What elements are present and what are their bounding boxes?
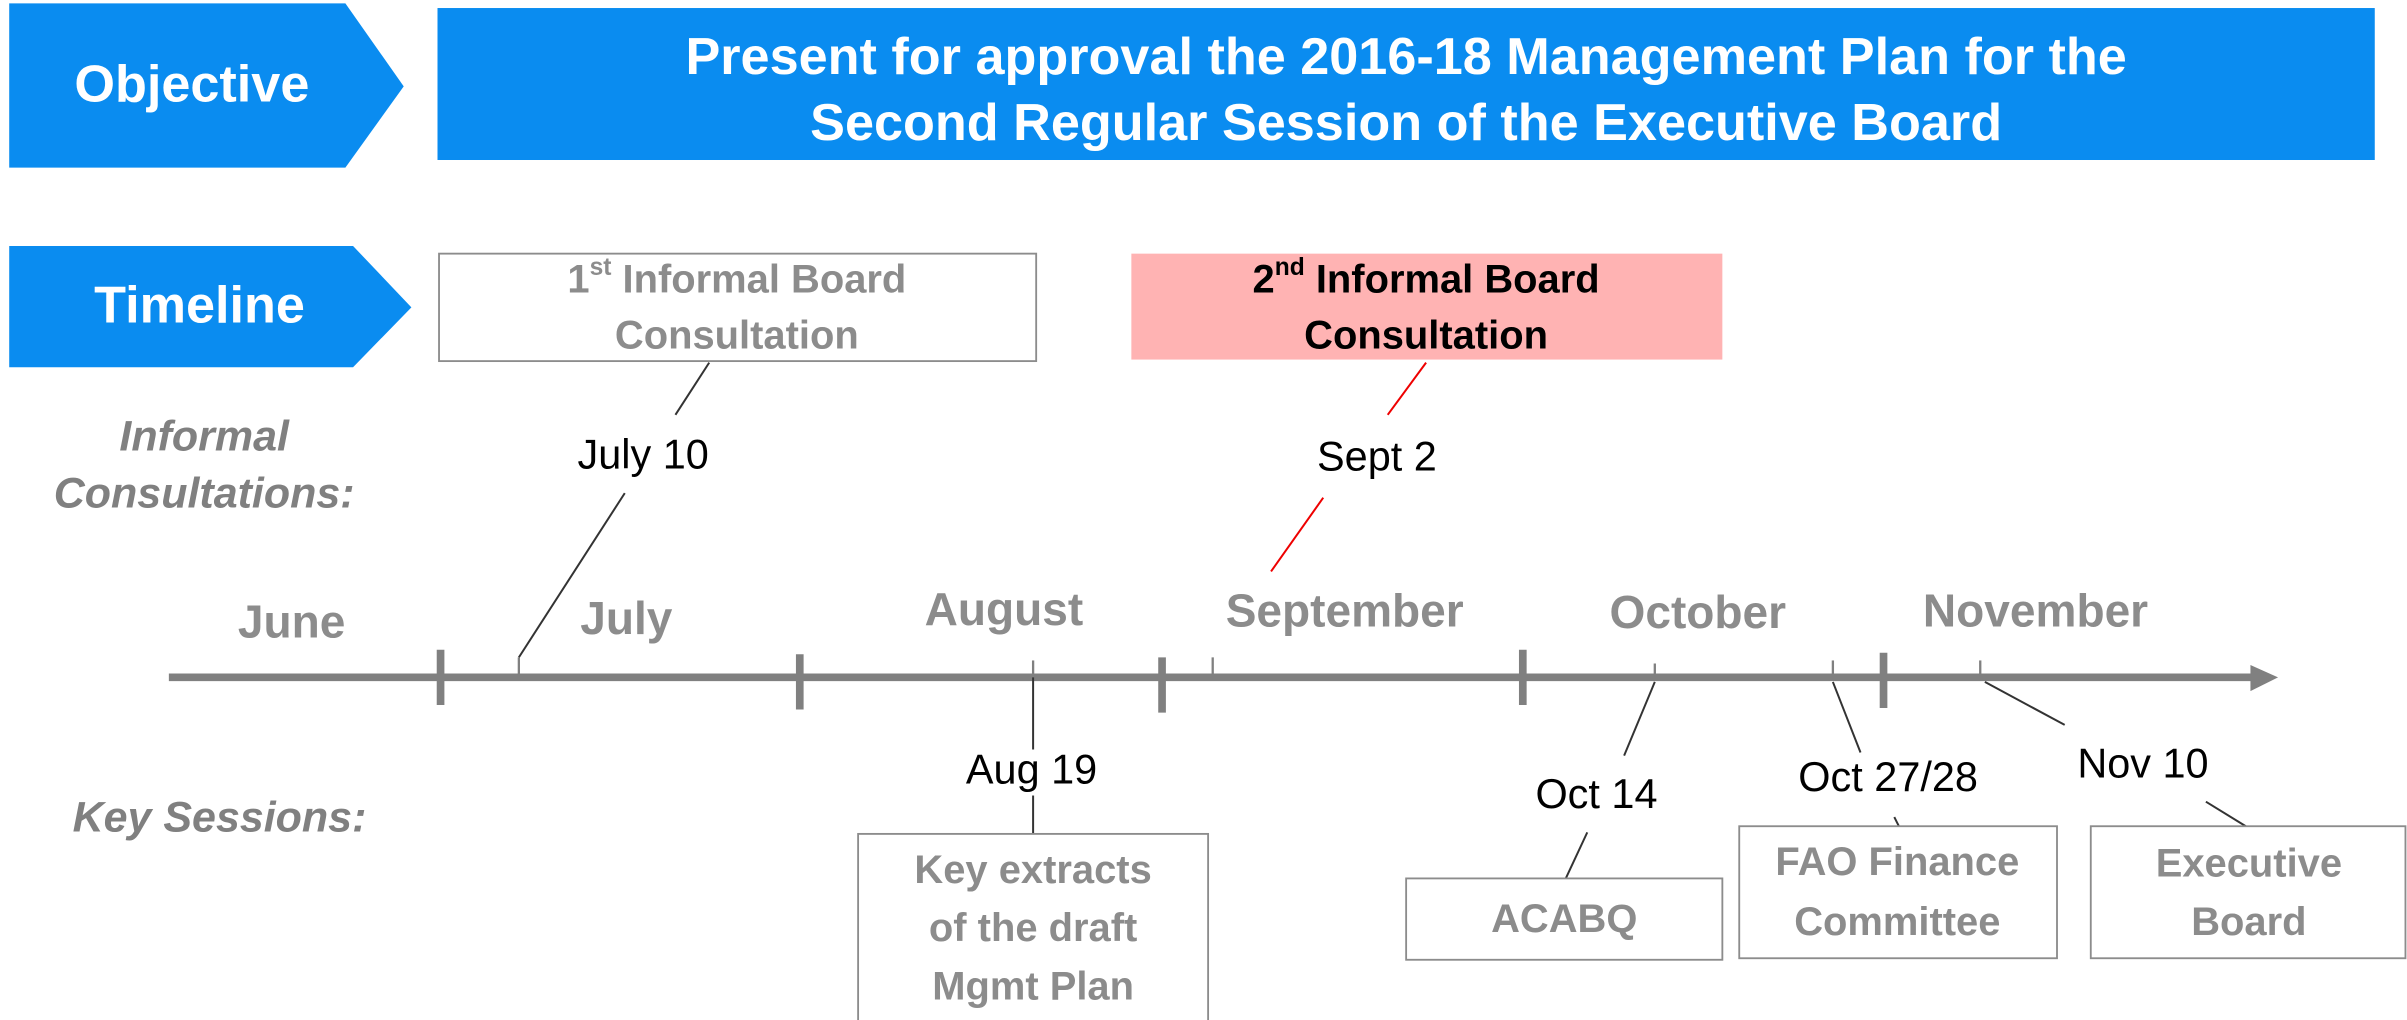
session-title: Committee <box>1794 900 2000 944</box>
session-title: Mgmt Plan <box>932 964 1134 1008</box>
session-date: Nov 10 <box>2077 739 2208 786</box>
session-box <box>1738 825 2058 960</box>
month-label: November <box>1923 585 2148 637</box>
month-dividers <box>436 649 1888 713</box>
row-label: Informal <box>119 413 290 461</box>
month-label: September <box>1226 585 1464 637</box>
session-title: of the draft <box>929 906 1137 950</box>
objective-text: Second Regular Session of the Executive … <box>810 94 2002 152</box>
objective-label: Objective <box>74 56 309 114</box>
session-box <box>857 832 1210 1020</box>
row-label: Consultations: <box>54 470 355 518</box>
consultation-title: Consultation <box>615 314 859 358</box>
objective-banner <box>437 8 2375 161</box>
consultation-box <box>438 252 1038 363</box>
session-title: FAO Finance <box>1775 840 2019 884</box>
consultation-date: Sept 2 <box>1317 432 1437 479</box>
month-label: July <box>580 592 673 644</box>
connector <box>1831 681 1862 753</box>
connector <box>1623 681 1656 756</box>
session-title: Executive <box>2156 842 2342 886</box>
session-box <box>1405 877 1724 961</box>
connector <box>1564 831 1589 879</box>
session-date: Oct 14 <box>1535 770 1657 817</box>
consultation-date: July 10 <box>578 431 709 478</box>
connector <box>1893 816 1900 827</box>
session-title: Board <box>2191 900 2306 944</box>
consultation-title: Consultation <box>1304 314 1548 358</box>
connector <box>1984 681 2066 726</box>
consultation-title: 2nd Informal Board <box>1253 254 1600 300</box>
timeline-label: Timeline <box>94 277 305 335</box>
connector <box>2205 800 2247 828</box>
date-ticks <box>517 657 1982 678</box>
connector <box>674 362 711 416</box>
objective-chevron <box>9 3 404 168</box>
session-date: Oct 27/28 <box>1798 753 1978 800</box>
session-box <box>2089 825 2407 960</box>
objective-text: Present for approval the 2016-18 Managem… <box>685 28 2126 86</box>
month-label: October <box>1610 586 1787 638</box>
row-label: Key Sessions: <box>73 793 367 841</box>
month-label: June <box>238 595 345 647</box>
session-date: Aug 19 <box>966 745 1097 792</box>
axis-arrow <box>2250 665 2279 692</box>
timeline-chevron <box>9 245 412 368</box>
connector <box>518 492 626 658</box>
connector <box>1386 362 1427 416</box>
session-title: Key extracts <box>914 848 1151 892</box>
month-label: August <box>925 583 1084 635</box>
consultation-title: 1st Informal Board <box>567 254 906 300</box>
session-title: ACABQ <box>1491 897 1637 941</box>
connector <box>1270 497 1325 572</box>
consultation-box <box>1131 253 1723 360</box>
